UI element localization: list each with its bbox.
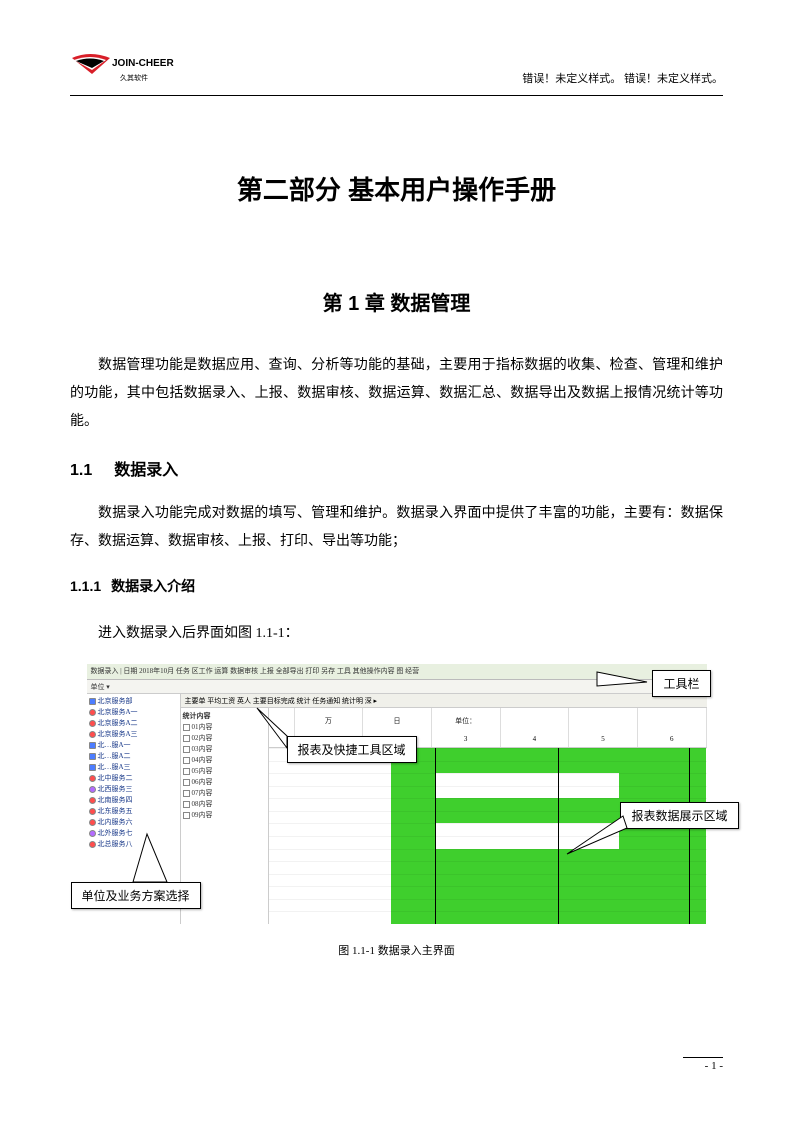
subsection-number: 1.1.1 [70, 578, 101, 594]
subsection-title: 数据录入介绍 [111, 578, 195, 594]
tree-node: 北中服务二 [89, 773, 178, 784]
list-item: 08内容 [183, 799, 266, 810]
column-header [638, 708, 707, 732]
column-subheader: 4 [501, 732, 570, 747]
tree-node: 北…服A三 [89, 762, 178, 773]
list-header: 统计内容 [183, 710, 266, 722]
logo: JOIN-CHEER 久其软件 [70, 52, 180, 88]
column-subheader: 6 [638, 732, 707, 747]
column-header [501, 708, 570, 732]
column-header: 日 [363, 708, 432, 732]
column-header [569, 708, 638, 732]
tree-node: 北…服A二 [89, 751, 178, 762]
logo-brand-text: JOIN-CHEER [112, 58, 174, 69]
column-header [269, 708, 295, 732]
callout-report-area: 报表及快捷工具区域 [287, 736, 417, 763]
part-title: 第二部分 基本用户操作手册 [70, 170, 723, 207]
tree-node: 北京服务部 [89, 696, 178, 707]
tree-node: 北内服务六 [89, 817, 178, 828]
figure-data-grid [269, 748, 707, 924]
column-subheader: 5 [569, 732, 638, 747]
callout-toolbar: 工具栏 [652, 670, 710, 697]
tree-node: 北总服务八 [89, 839, 178, 850]
tree-node: 北…服A一 [89, 740, 178, 751]
tree-node: 北京服务A一 [89, 707, 178, 718]
header-error-text: 错误！未定义样式。 错误！未定义样式。 [522, 70, 723, 86]
intro-paragraph: 数据管理功能是数据应用、查询、分析等功能的基础，主要用于指标数据的收集、检查、管… [70, 352, 723, 436]
list-item: 06内容 [183, 777, 266, 788]
list-item: 07内容 [183, 788, 266, 799]
list-item: 04内容 [183, 755, 266, 766]
column-header: 单位： [432, 708, 501, 732]
tree-node: 北外服务七 [89, 828, 178, 839]
logo-sub-text: 久其软件 [120, 73, 148, 82]
tree-node: 北东服务五 [89, 806, 178, 817]
figure-column-headers: 万日单位： [269, 708, 707, 732]
section-title: 数据录入 [114, 462, 178, 479]
list-item: 01内容 [183, 722, 266, 733]
column-header: 万 [295, 708, 364, 732]
page-number: - 1 - [683, 1057, 723, 1072]
page-header: JOIN-CHEER 久其软件 错误！未定义样式。 错误！未定义样式。 [70, 56, 723, 96]
tree-node: 北南服务四 [89, 795, 178, 806]
section-number: 1.1 [70, 462, 92, 479]
page-content: 第二部分 基本用户操作手册 第 1 章 数据管理 数据管理功能是数据应用、查询、… [70, 140, 723, 978]
chapter-title: 第 1 章 数据管理 [70, 287, 723, 316]
section-1-1-heading: 1.1 数据录入 [70, 456, 723, 480]
list-item: 05内容 [183, 766, 266, 777]
tree-node: 北京服务A二 [89, 718, 178, 729]
list-item: 09内容 [183, 810, 266, 821]
figure-toolbar: 数据录入 | 日期 2018年10月 任务 区工作 运算 数据审核 上报 全部导… [87, 664, 707, 680]
figure-toolbar-second: 单位 ▾ [87, 680, 707, 694]
callout-unit-select: 单位及业务方案选择 [71, 882, 201, 909]
callout-data-area: 报表数据展示区域 [620, 802, 738, 829]
figure-intro-text: 进入数据录入后界面如图 1.1-1： [70, 620, 723, 648]
figure-caption: 图 1.1-1 数据录入主界面 [70, 942, 723, 958]
figure-1-1-1: 数据录入 | 日期 2018年10月 任务 区工作 运算 数据审核 上报 全部导… [87, 664, 707, 924]
section-1-1-1-heading: 1.1.1 数据录入介绍 [70, 576, 723, 596]
list-item: 02内容 [183, 733, 266, 744]
figure-tab-bar: 主要单 平均工资 英人 主要目标完成 统计 任务通知 统计明 深 ▸ [181, 694, 707, 708]
tree-node: 北西服务三 [89, 784, 178, 795]
list-item: 03内容 [183, 744, 266, 755]
section-1-1-paragraph: 数据录入功能完成对数据的填写、管理和维护。数据录入界面中提供了丰富的功能，主要有… [70, 500, 723, 556]
tree-node: 北京服务A三 [89, 729, 178, 740]
column-subheader: 3 [432, 732, 501, 747]
